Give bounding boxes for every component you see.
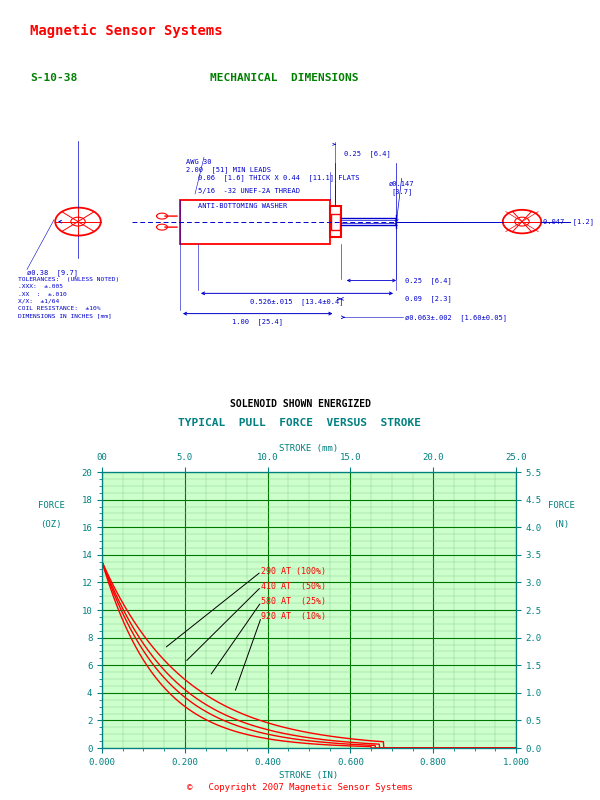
Text: (OZ): (OZ) <box>40 520 62 529</box>
Text: (N): (N) <box>553 520 569 529</box>
Text: Magnetic Sensor Systems: Magnetic Sensor Systems <box>30 24 223 38</box>
Text: MECHANICAL  DIMENSIONS: MECHANICAL DIMENSIONS <box>210 73 359 82</box>
X-axis label: STROKE (mm): STROKE (mm) <box>280 443 338 453</box>
Text: 0.526±.015  [13.4±0.4]: 0.526±.015 [13.4±0.4] <box>250 298 344 305</box>
Text: S-10-38: S-10-38 <box>30 73 77 82</box>
Text: FORCE: FORCE <box>38 501 64 510</box>
Text: ø0.147
[3.7]: ø0.147 [3.7] <box>389 181 415 195</box>
Text: 290 AT (100%): 290 AT (100%) <box>262 567 326 576</box>
Text: TOLERANCES:  (UNLESS NOTED)
.XXX:  ±.005
.XX  :  ±.010
X/X:  ±1/64
COIL RESISTAN: TOLERANCES: (UNLESS NOTED) .XXX: ±.005 .… <box>18 277 119 318</box>
Text: 410 AT  (50%): 410 AT (50%) <box>262 582 326 591</box>
Text: 580 AT  (25%): 580 AT (25%) <box>262 598 326 606</box>
Text: ø0.38  [9.7]: ø0.38 [9.7] <box>27 270 78 277</box>
Text: 0.06  [1.6] THICK X 0.44  [11.1] FLATS: 0.06 [1.6] THICK X 0.44 [11.1] FLATS <box>198 174 359 181</box>
Text: ©   Copyright 2007 Magnetic Sensor Systems: © Copyright 2007 Magnetic Sensor Systems <box>187 783 413 792</box>
Text: ANTI-BOTTOMING WASHER: ANTI-BOTTOMING WASHER <box>198 203 287 210</box>
Text: 1.00  [25.4]: 1.00 [25.4] <box>232 318 283 325</box>
Text: 0.25  [6.4]: 0.25 [6.4] <box>405 277 452 284</box>
Text: FORCE: FORCE <box>548 501 574 510</box>
Text: 0.09  [2.3]: 0.09 [2.3] <box>405 295 452 302</box>
Bar <box>180 199 330 244</box>
Text: TYPICAL  PULL  FORCE  VERSUS  STROKE: TYPICAL PULL FORCE VERSUS STROKE <box>179 418 421 428</box>
Text: 920 AT  (10%): 920 AT (10%) <box>262 613 326 622</box>
Text: 0.25  [6.4]: 0.25 [6.4] <box>344 150 391 157</box>
Text: 5/16  -32 UNEF-2A THREAD: 5/16 -32 UNEF-2A THREAD <box>198 189 300 194</box>
X-axis label: STROKE (IN): STROKE (IN) <box>280 771 338 780</box>
Bar <box>330 206 341 238</box>
Text: SOLENOID SHOWN ENERGIZED: SOLENOID SHOWN ENERGIZED <box>229 398 371 409</box>
Text: 0.047  [1.2]: 0.047 [1.2] <box>543 218 594 225</box>
Bar <box>331 214 340 230</box>
Text: AWG 30
2.00  [51] MIN LEADS: AWG 30 2.00 [51] MIN LEADS <box>186 159 271 173</box>
Text: ø0.063±.002  [1.60±0.05]: ø0.063±.002 [1.60±0.05] <box>405 314 507 321</box>
